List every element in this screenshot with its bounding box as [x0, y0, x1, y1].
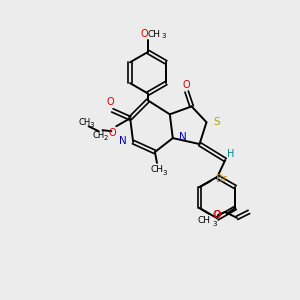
- Text: N: N: [119, 136, 127, 146]
- Text: O: O: [213, 210, 220, 220]
- Text: O: O: [140, 29, 148, 39]
- Text: CH: CH: [92, 130, 105, 140]
- Text: CH: CH: [150, 165, 164, 174]
- Text: Br: Br: [216, 174, 227, 184]
- Text: CH: CH: [148, 30, 160, 39]
- Text: 2: 2: [103, 135, 108, 141]
- Text: 3: 3: [162, 33, 166, 39]
- Text: CH: CH: [198, 216, 211, 225]
- Text: O: O: [109, 128, 116, 138]
- Text: O: O: [106, 98, 114, 107]
- Text: O: O: [183, 80, 190, 90]
- Text: N: N: [179, 132, 187, 142]
- Text: O: O: [213, 210, 221, 220]
- Text: 3: 3: [89, 122, 94, 128]
- Text: 3: 3: [212, 221, 217, 227]
- Text: CH: CH: [79, 118, 91, 127]
- Text: 3: 3: [163, 170, 167, 176]
- Text: S: S: [213, 117, 220, 127]
- Text: H: H: [226, 149, 234, 159]
